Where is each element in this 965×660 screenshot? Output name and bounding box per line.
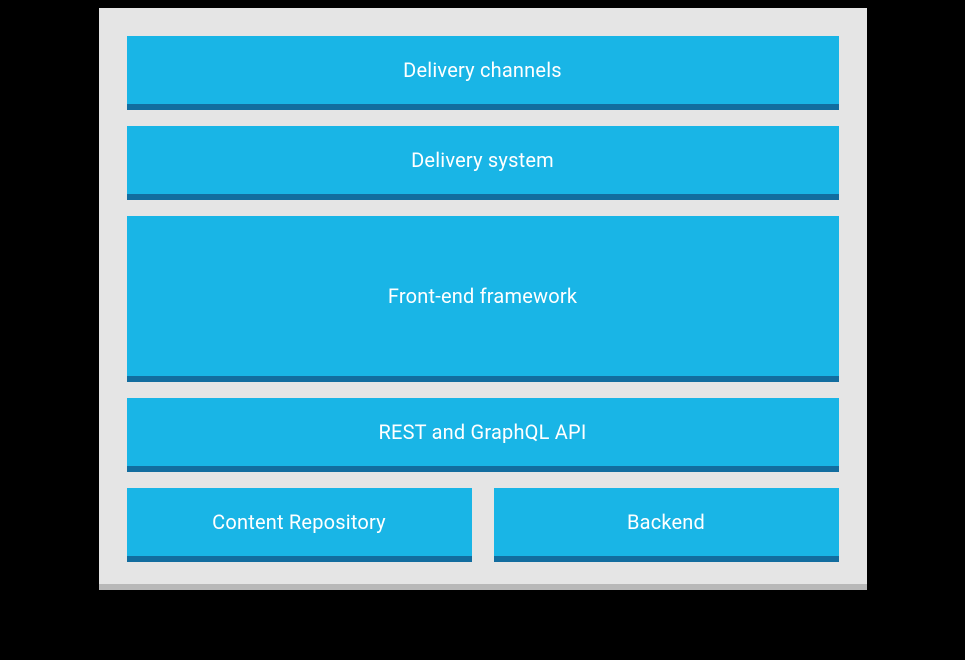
layer-box-backend: Backend: [494, 488, 839, 556]
architecture-panel: Delivery channels Delivery system Front-…: [99, 8, 867, 584]
layer-box-api: REST and GraphQL API: [127, 398, 839, 466]
layer-box-delivery-channels: Delivery channels: [127, 36, 839, 104]
layer-row-0: Delivery channels: [127, 36, 839, 104]
layer-label: Content Repository: [212, 510, 386, 534]
layer-label: Delivery system: [411, 148, 554, 172]
layer-label: Delivery channels: [403, 58, 562, 82]
layer-label: REST and GraphQL API: [379, 420, 587, 444]
layer-box-content-repository: Content Repository: [127, 488, 472, 556]
layer-row-3: REST and GraphQL API: [127, 398, 839, 466]
layer-label: Backend: [627, 510, 705, 534]
layer-row-1: Delivery system: [127, 126, 839, 194]
layer-label: Front-end framework: [388, 284, 577, 308]
layer-box-delivery-system: Delivery system: [127, 126, 839, 194]
layer-box-frontend-framework: Front-end framework: [127, 216, 839, 376]
layer-row-2: Front-end framework: [127, 216, 839, 376]
layer-row-4: Content Repository Backend: [127, 488, 839, 556]
